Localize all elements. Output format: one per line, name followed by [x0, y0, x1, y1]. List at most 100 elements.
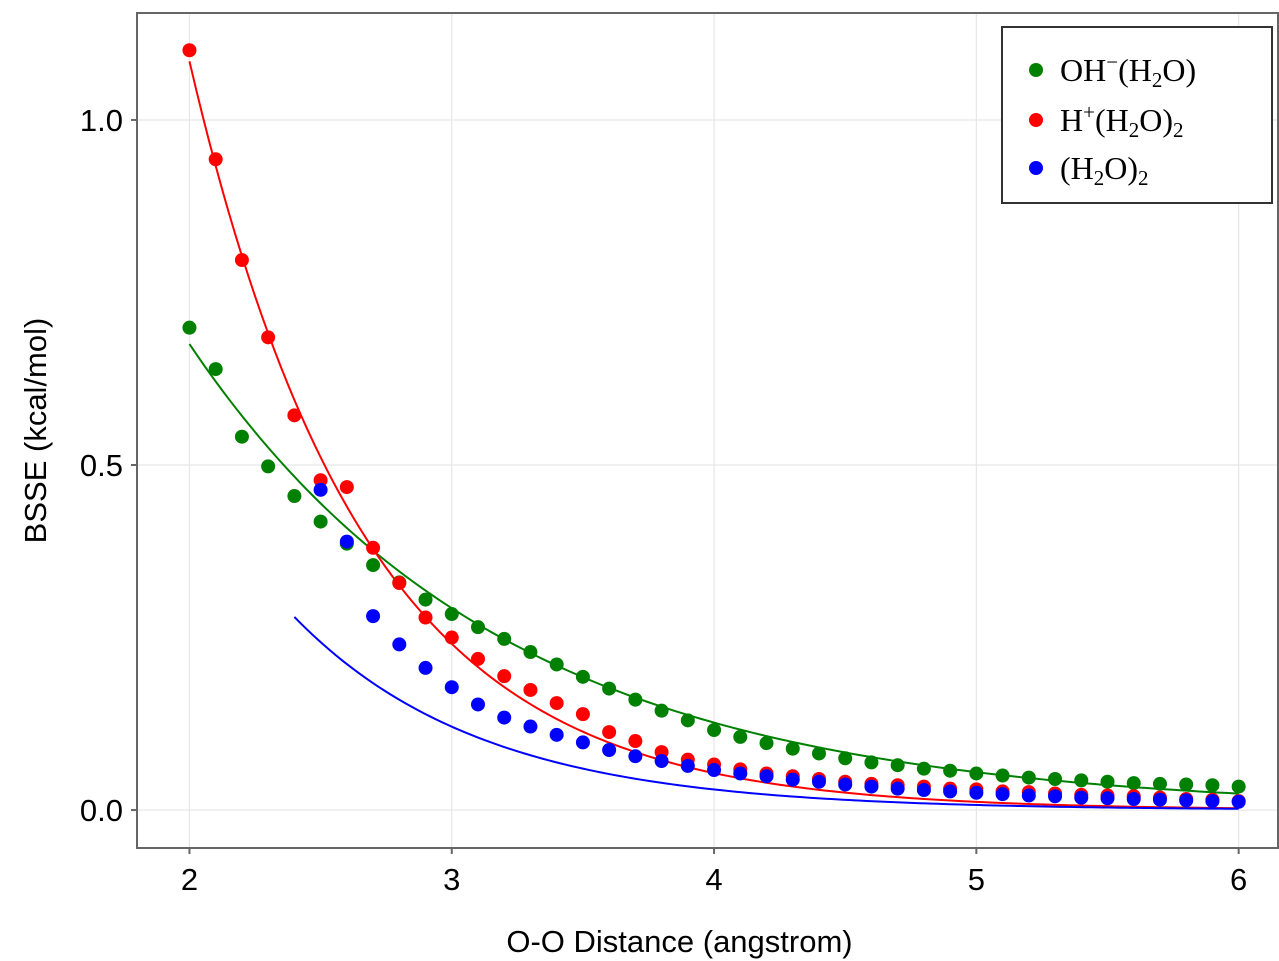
data-point	[680, 713, 695, 728]
data-point	[470, 651, 485, 666]
data-point	[339, 534, 354, 549]
data-point	[890, 781, 905, 796]
data-point	[287, 408, 302, 423]
legend-marker	[1029, 63, 1043, 77]
data-point	[838, 751, 853, 766]
data-point	[366, 609, 381, 624]
data-point	[1231, 794, 1246, 809]
data-point	[1126, 776, 1141, 791]
data-point	[864, 755, 879, 770]
legend: OH−(H2O) H+(H2O)2 (H2O)2	[1001, 26, 1273, 204]
data-point	[234, 429, 249, 444]
legend-entry-label: H+(H2O)2	[1060, 100, 1183, 142]
data-point	[1179, 777, 1194, 792]
data-point	[1100, 791, 1115, 806]
plot-frame	[136, 12, 1279, 849]
data-point	[602, 725, 617, 740]
data-point	[575, 669, 590, 684]
data-point	[890, 758, 905, 773]
data-point	[1231, 779, 1246, 794]
data-point	[523, 719, 538, 734]
data-point	[497, 669, 512, 684]
data-point	[208, 152, 223, 167]
data-point	[759, 736, 774, 751]
data-point	[654, 703, 669, 718]
x-tick-label: 2	[181, 862, 198, 897]
data-point	[418, 660, 433, 675]
data-point	[759, 769, 774, 784]
data-point	[234, 253, 249, 268]
data-point	[707, 763, 722, 778]
data-point	[444, 607, 459, 622]
data-point	[707, 723, 722, 737]
data-point	[1100, 774, 1115, 789]
data-point	[313, 482, 328, 497]
x-tick-label: 6	[1230, 862, 1247, 897]
data-point	[575, 707, 590, 722]
data-point	[339, 480, 354, 495]
data-point	[392, 576, 407, 591]
data-point	[1021, 770, 1036, 785]
data-point	[366, 558, 381, 573]
data-point	[995, 787, 1010, 802]
data-point	[182, 43, 197, 58]
data-point	[733, 729, 748, 744]
data-point	[418, 610, 433, 625]
data-point	[969, 785, 984, 800]
data-point	[392, 637, 407, 652]
data-point	[1021, 788, 1036, 803]
data-point	[182, 320, 197, 335]
data-point	[287, 489, 302, 504]
data-point	[523, 645, 538, 660]
data-point	[497, 631, 512, 646]
data-point	[1152, 776, 1167, 791]
point-layer	[182, 43, 1246, 809]
y-tick-label: 1.0	[80, 103, 123, 138]
data-point	[811, 774, 826, 789]
data-point	[1074, 773, 1089, 788]
fit-curve	[293, 616, 1239, 810]
x-axis-title: O-O Distance (angstrom)	[506, 924, 852, 959]
x-tick-label: 5	[968, 862, 985, 897]
data-point	[628, 734, 643, 749]
data-point	[549, 727, 564, 742]
data-point	[470, 697, 485, 712]
data-point	[208, 362, 223, 377]
data-point	[995, 768, 1010, 783]
data-point	[549, 696, 564, 711]
data-point	[969, 766, 984, 781]
data-point	[785, 772, 800, 787]
grid-layer	[137, 13, 1278, 848]
data-point	[1205, 778, 1220, 793]
data-point	[943, 784, 958, 799]
y-tick-label: 0.0	[80, 793, 123, 828]
data-point	[733, 766, 748, 781]
data-point	[602, 743, 617, 758]
data-point	[1126, 792, 1141, 806]
legend-marker	[1029, 161, 1043, 175]
data-point	[602, 681, 617, 696]
data-point	[470, 620, 485, 635]
x-tick-label: 3	[443, 862, 460, 897]
legend-entry-label: OH−(H2O)	[1060, 50, 1196, 92]
data-point	[785, 741, 800, 756]
legend-box	[1001, 26, 1273, 204]
data-point	[261, 330, 276, 345]
y-axis-title: BSSE (kcal/mol)	[18, 318, 53, 544]
data-point	[313, 514, 328, 529]
data-point	[1205, 794, 1220, 809]
data-point	[680, 758, 695, 773]
y-tick-label: 0.5	[80, 448, 123, 483]
data-point	[1048, 789, 1063, 804]
data-point	[654, 754, 669, 769]
data-point	[261, 459, 276, 474]
x-tick-label: 4	[705, 862, 722, 897]
data-point	[916, 783, 931, 798]
fit-curve	[188, 343, 1239, 795]
data-point	[313, 473, 328, 488]
data-point	[444, 630, 459, 645]
data-point	[575, 735, 590, 750]
data-point	[916, 761, 931, 776]
